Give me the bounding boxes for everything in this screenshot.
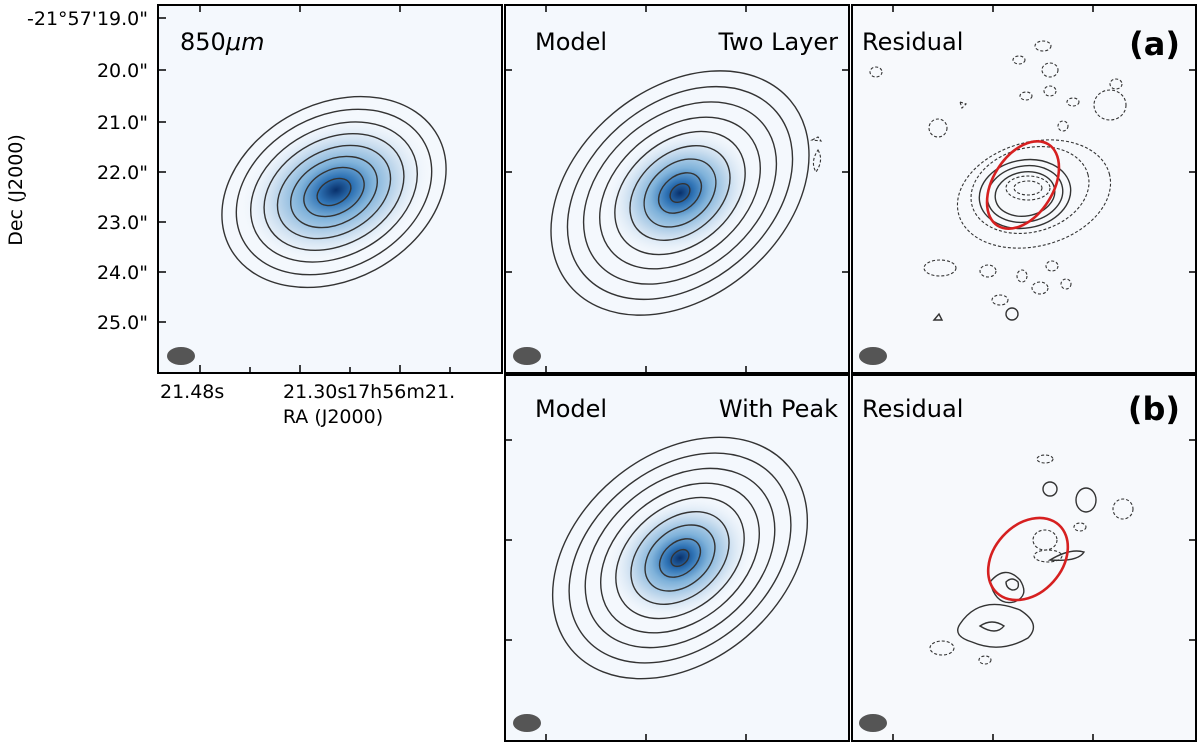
ytick-label: -21°57'19.0" bbox=[27, 8, 148, 30]
x-axis-label: RA (J2000) bbox=[283, 406, 383, 428]
panel-label-with-peak: With Peak bbox=[719, 395, 838, 423]
contours-model-a bbox=[550, 70, 810, 316]
ytick-label: 22.0" bbox=[97, 162, 148, 184]
ytick-label: 25.0" bbox=[97, 312, 148, 334]
y-axis-label: Dec (J2000) bbox=[5, 134, 27, 246]
panel-residual-a: Residual (a) bbox=[851, 4, 1197, 374]
panel-residual-b: Residual (b) bbox=[851, 374, 1197, 742]
ytick-label: 21.0" bbox=[97, 112, 148, 134]
xtick-label: 21.30s bbox=[283, 381, 347, 403]
y-axis bbox=[158, 17, 166, 323]
contour-noise bbox=[810, 136, 823, 142]
beam-ellipse bbox=[859, 714, 887, 732]
emission-map-model-a bbox=[602, 127, 758, 259]
contours-residual-b bbox=[929, 454, 1134, 665]
panel-label-two-layer: Two Layer bbox=[717, 28, 838, 56]
panel-label-residual: Residual bbox=[862, 395, 963, 423]
contours-observed bbox=[221, 95, 447, 289]
panel-label-model: Model bbox=[535, 28, 607, 56]
xtick-label: 17h56m21. bbox=[346, 381, 455, 403]
xtick-label: 21.48s bbox=[160, 381, 224, 403]
panel-label-model: Model bbox=[535, 395, 607, 423]
panel-label-850: 850μm bbox=[180, 28, 264, 56]
panel-observed: 850μm bbox=[157, 4, 503, 374]
panel-label-residual: Residual bbox=[862, 28, 963, 56]
ytick-label: 20.0" bbox=[97, 60, 148, 82]
panel-tag-a: (a) bbox=[1129, 25, 1180, 63]
aperture-ellipse-b bbox=[986, 516, 1070, 602]
ytick-label: 24.0" bbox=[97, 262, 148, 284]
x-axis bbox=[199, 5, 451, 373]
panel-tag-b: (b) bbox=[1128, 390, 1180, 428]
aperture-ellipse-a bbox=[985, 139, 1061, 231]
beam-ellipse bbox=[513, 714, 541, 732]
ytick-label: 23.0" bbox=[97, 212, 148, 234]
contour-noise bbox=[812, 148, 822, 174]
panel-model-two-layer: Model Two Layer bbox=[504, 4, 850, 374]
emission-map-model-b bbox=[604, 494, 756, 622]
beam-ellipse bbox=[167, 347, 195, 365]
panel-model-with-peak: Model With Peak bbox=[504, 374, 850, 742]
beam-ellipse bbox=[513, 347, 541, 365]
contours-residual-a bbox=[869, 40, 1127, 321]
contours-model-b bbox=[551, 436, 809, 680]
beam-ellipse bbox=[859, 347, 887, 365]
emission-map-observed bbox=[239, 115, 433, 265]
